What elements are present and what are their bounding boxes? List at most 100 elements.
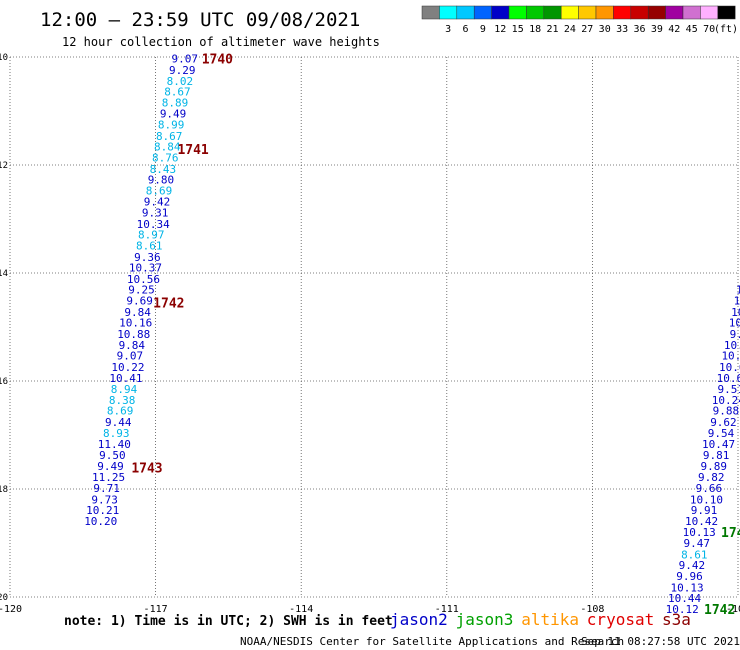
time-annotation: 1741	[177, 143, 208, 158]
swh-point: 10.42	[685, 515, 718, 528]
y-tick-label: -10	[0, 53, 8, 63]
legend-swatch	[717, 5, 736, 20]
y-tick-label: -18	[0, 485, 8, 495]
y-tick-label: -20	[0, 593, 8, 603]
legend-swatch	[560, 5, 579, 20]
color-legend: 3 6 9 12 15 18 21 24 27 30 33 36 39 42 45 70(ft)	[421, 5, 738, 35]
swh-point: 8.69	[107, 405, 134, 418]
x-tick-label: -114	[289, 604, 313, 615]
legend-label: 12	[494, 24, 506, 35]
swh-point: 10.10	[690, 493, 723, 506]
swh-point: 9.88	[713, 405, 740, 418]
swh-point: 9.51	[717, 383, 740, 396]
legend-swatch	[682, 5, 701, 20]
swh-point: 9.71	[93, 482, 120, 495]
swh-point: 9.50	[99, 449, 126, 462]
swh-point: 9.89	[700, 460, 727, 473]
legend-swatch	[421, 5, 440, 20]
swh-point: 9.31	[142, 207, 169, 220]
credit-line: NOAA/NESDIS Center for Satellite Applica…	[240, 635, 624, 648]
swh-point: 10.47	[729, 317, 740, 330]
track-right: 99.9.9.911.3810.5210.6010.329.889.7910.2…	[666, 284, 740, 616]
swh-point: 10.56	[127, 273, 160, 286]
legend-swatch	[647, 5, 666, 20]
swh-point: 10.16	[119, 317, 152, 330]
swh-point: 10.56	[724, 339, 740, 352]
swh-point: 9.07	[171, 53, 198, 66]
swh-point: 8.43	[150, 163, 177, 176]
legend-label: 3	[445, 24, 451, 35]
swh-point: 10.47	[702, 438, 735, 451]
legend-label: 42	[668, 24, 680, 35]
legend-swatch	[630, 5, 649, 20]
swh-point: 9.47	[730, 328, 740, 341]
swh-point: 9.62	[710, 416, 737, 429]
swh-point: 10.13	[670, 581, 703, 594]
swh-point: 8.61	[681, 548, 708, 561]
x-tick-label: -105	[726, 604, 740, 615]
satellite-altika: altika	[521, 610, 579, 629]
legend-swatch	[526, 5, 545, 20]
legend-swatch	[578, 5, 597, 20]
data-points: 9.079.298.028.678.899.498.998.678.848.76…	[84, 53, 740, 616]
legend-swatch	[508, 5, 527, 20]
swh-point: 8.67	[156, 130, 183, 143]
legend-label: 9	[480, 24, 486, 35]
swh-point: 9.25	[128, 284, 155, 297]
swh-point: 9.29	[169, 64, 196, 77]
swh-point: 11.40	[98, 438, 131, 451]
swh-point: 9.49	[160, 108, 187, 121]
swh-point: 10.34	[137, 218, 170, 231]
timestamp: Sep 11 08:27:58 UTC 2021	[581, 635, 740, 648]
swh-point: 8.97	[138, 229, 165, 242]
satellite-s3a: s3a	[662, 610, 691, 629]
x-axis-ticks: -120 -117 -114 -111 -108 -105	[0, 604, 740, 615]
legend-label: 27	[581, 24, 593, 35]
swh-point: 10.73	[721, 350, 740, 363]
satellite-cryosat: cryosat	[587, 610, 654, 629]
time-annotation: 1743	[131, 461, 162, 476]
swh-point: 8.84	[154, 141, 181, 154]
time-annotation: 1740	[202, 53, 233, 68]
swh-point: 9.84	[124, 306, 151, 319]
swh-point: 9.54	[708, 427, 735, 440]
swh-point: 11.25	[92, 471, 125, 484]
swh-point: 8.61	[136, 239, 163, 252]
legend-swatch	[491, 5, 510, 20]
swh-point: 9.91	[691, 504, 718, 517]
swh-point: 8.02	[167, 75, 194, 88]
swh-point: 10.88	[117, 328, 150, 341]
swh-point: 10.24	[712, 394, 740, 407]
legend-swatch	[700, 5, 719, 20]
swh-point: 9.81	[703, 449, 730, 462]
legend-swatch	[543, 5, 562, 20]
swh-point: 9.69	[126, 295, 153, 308]
satellite-legend: jason2 jason3 altika cryosat s3a	[390, 610, 691, 629]
time-annotation: 1742	[153, 297, 184, 312]
swh-point: 9.42	[679, 559, 706, 572]
track-left: 9.079.298.028.678.899.498.998.678.848.76…	[84, 53, 198, 528]
swh-point: 8.67	[164, 86, 191, 99]
y-tick-label: -12	[0, 161, 8, 171]
swh-point: 9.07	[117, 350, 144, 363]
y-tick-label: -16	[0, 377, 8, 387]
legend-label: 70	[703, 24, 715, 35]
swh-point: 9.66	[696, 482, 723, 495]
y-axis-ticks: -10 -12 -14 -16 -18 -20	[0, 53, 8, 603]
swh-point: 10.22	[111, 361, 144, 374]
swh-point: 10.65	[719, 361, 740, 374]
swh-point: 8.69	[146, 184, 173, 197]
legend-swatch	[473, 5, 492, 20]
swh-point: 10.71	[734, 295, 740, 308]
swh-point: 9.73	[91, 493, 118, 506]
swh-point: 9.42	[144, 196, 171, 209]
swh-point: 10.37	[731, 306, 740, 319]
swh-point: 10.60	[717, 372, 740, 385]
swh-point: 8.38	[109, 394, 136, 407]
legend-label: 6	[462, 24, 468, 35]
swh-point: 9.47	[683, 537, 710, 550]
chart-subtitle: 12 hour collection of altimeter wave hei…	[62, 35, 380, 49]
swh-point: 9.36	[134, 251, 161, 264]
legend-label: 21	[546, 24, 558, 35]
